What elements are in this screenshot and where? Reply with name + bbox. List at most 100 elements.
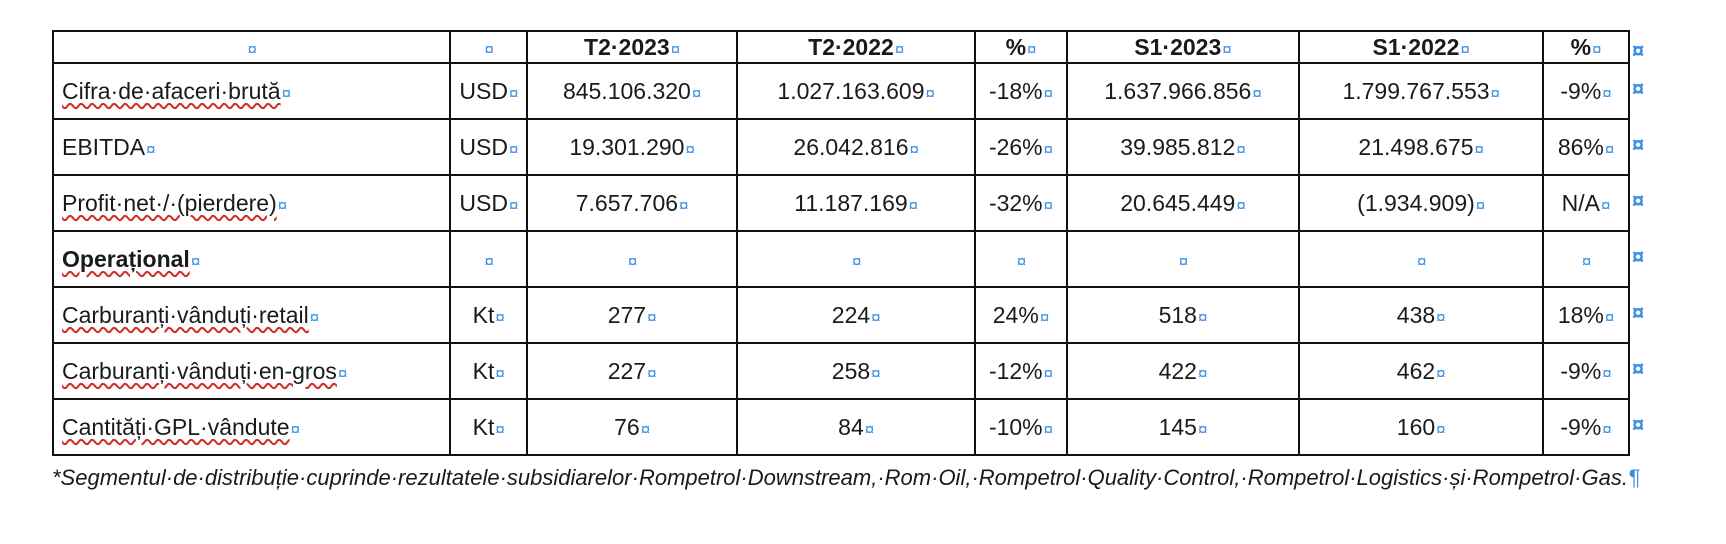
cell-end-mark: ¤ bbox=[670, 39, 681, 59]
cell-text: -12% bbox=[988, 357, 1043, 384]
cell-end-mark: ¤ bbox=[1016, 251, 1027, 271]
cell-s1-2022: 21.498.675¤ bbox=[1298, 118, 1545, 176]
cell-end-mark: ¤ bbox=[190, 251, 201, 271]
cell-end-mark: ¤ bbox=[1490, 83, 1500, 103]
row-end-mark: ¤ bbox=[1632, 300, 1645, 325]
table-row: Cifra·de·afaceri·brută¤ USD¤ 845.106.320¤ 1… bbox=[51, 62, 1630, 120]
cell-s1-2022: 438¤ bbox=[1298, 286, 1545, 344]
header-cell-t2-2023: T2·2023¤ bbox=[526, 30, 739, 64]
cell-t2-2023: 76¤ bbox=[526, 398, 739, 456]
cell-s1-2022: 462¤ bbox=[1298, 342, 1545, 400]
footnote-text: *Segmentul·de·distribuție·cuprinde·rezul… bbox=[52, 465, 1628, 490]
cell-text: 18% bbox=[1557, 301, 1604, 328]
cell-text: 422 bbox=[1158, 357, 1197, 384]
cell-end-mark: ¤ bbox=[851, 251, 862, 271]
cell-end-mark: ¤ bbox=[1222, 39, 1232, 59]
document-page: ¤ ¤ T2·2023¤ T2·2022¤ %¤ S1·2023¤ S1·2022¤ %¤ Ci… bbox=[51, 30, 1692, 493]
cell-end-mark: ¤ bbox=[1027, 39, 1037, 59]
row-end-mark: ¤ bbox=[1632, 38, 1645, 63]
cell-s1-2023: 422¤ bbox=[1065, 342, 1301, 400]
cell-end-mark: ¤ bbox=[627, 251, 638, 271]
cell-end-mark: ¤ bbox=[685, 139, 695, 159]
cell-unit: ¤ bbox=[449, 230, 529, 288]
cell-text: 224 bbox=[831, 301, 871, 328]
cell-pct1: 24%¤ bbox=[974, 286, 1068, 344]
cell-label: Cantități·GPL·vândute¤ bbox=[51, 398, 452, 456]
cell-end-mark: ¤ bbox=[484, 251, 494, 271]
cell-text: EBITDA bbox=[62, 133, 146, 160]
row-end-mark: ¤ bbox=[1632, 76, 1645, 101]
header-cell-pct2: %¤ bbox=[1542, 30, 1630, 64]
cell-pct1: ¤ bbox=[974, 230, 1068, 288]
cell-text: -26% bbox=[988, 133, 1043, 160]
pilcrow-mark: ¶ bbox=[1627, 465, 1640, 490]
cell-end-mark: ¤ bbox=[1460, 39, 1470, 59]
cell-s1-2023: 518¤ bbox=[1065, 286, 1301, 344]
cell-t2-2023: 845.106.320¤ bbox=[526, 62, 739, 120]
cell-end-mark: ¤ bbox=[1436, 419, 1446, 439]
cell-end-mark: ¤ bbox=[1043, 195, 1054, 215]
cell-end-mark: ¤ bbox=[1602, 83, 1612, 103]
cell-end-mark: ¤ bbox=[277, 195, 288, 215]
cell-s1-2023: 39.985.812¤ bbox=[1065, 118, 1301, 176]
cell-end-mark: ¤ bbox=[1236, 139, 1246, 159]
cell-unit: Kt¤ bbox=[449, 398, 529, 456]
cell-end-mark: ¤ bbox=[647, 363, 657, 383]
cell-text: 84 bbox=[838, 413, 864, 440]
cell-end-mark: ¤ bbox=[1416, 251, 1427, 271]
cell-t2-2022: ¤ bbox=[736, 230, 977, 288]
cell-end-mark: ¤ bbox=[909, 139, 919, 159]
cell-end-mark: ¤ bbox=[871, 363, 881, 383]
cell-t2-2022: 258¤ bbox=[736, 342, 977, 400]
cell-text: 21.498.675 bbox=[1358, 133, 1474, 160]
cell-end-mark: ¤ bbox=[894, 39, 905, 59]
cell-end-mark: ¤ bbox=[281, 83, 292, 103]
cell-end-mark: ¤ bbox=[1043, 363, 1054, 383]
cell-end-mark: ¤ bbox=[508, 195, 519, 215]
cell-end-mark: ¤ bbox=[1197, 419, 1208, 439]
cell-end-mark: ¤ bbox=[290, 419, 301, 439]
cell-end-mark: ¤ bbox=[1197, 307, 1208, 327]
cell-end-mark: ¤ bbox=[1043, 139, 1054, 159]
cell-end-mark: ¤ bbox=[337, 363, 348, 383]
cell-end-mark: ¤ bbox=[1178, 251, 1189, 271]
cell-end-mark: ¤ bbox=[640, 419, 651, 439]
cell-end-mark: ¤ bbox=[647, 307, 657, 327]
cell-s1-2023: 1.637.966.856¤ bbox=[1065, 62, 1301, 120]
cell-text: 1.027.163.609 bbox=[777, 77, 925, 104]
cell-s1-2023: ¤ bbox=[1065, 230, 1301, 288]
table-row: Cantități·GPL·vândute¤ Kt¤ 76¤ 84¤ -10%¤ 145¤… bbox=[51, 398, 1630, 456]
cell-text: 277 bbox=[607, 301, 647, 328]
cell-end-mark: ¤ bbox=[1436, 363, 1446, 383]
cell-text: 7.657.706 bbox=[575, 189, 679, 216]
cell-label: Operațional¤ bbox=[51, 230, 452, 288]
table-row: Operațional¤ ¤ ¤ ¤ ¤ ¤ ¤ ¤ bbox=[51, 230, 1630, 288]
cell-pct1: -32%¤ bbox=[974, 174, 1068, 232]
cell-pct2: -9%¤ bbox=[1542, 62, 1630, 120]
cell-text: S1·2023 bbox=[1134, 33, 1222, 60]
cell-text: % bbox=[1570, 33, 1592, 60]
header-cell-s1-2023: S1·2023¤ bbox=[1065, 30, 1301, 64]
cell-text: -18% bbox=[988, 77, 1043, 104]
cell-label: Carburanți·vânduți·en-gros¤ bbox=[51, 342, 452, 400]
cell-text: 1.637.966.856 bbox=[1104, 77, 1252, 104]
cell-text: 438 bbox=[1396, 301, 1436, 328]
row-end-mark: ¤ bbox=[1632, 356, 1645, 381]
cell-end-mark: ¤ bbox=[1604, 307, 1615, 327]
cell-t2-2023: 19.301.290¤ bbox=[526, 118, 739, 176]
cell-text: % bbox=[1005, 33, 1027, 60]
cell-text: Profit·net·/·(pierdere) bbox=[62, 189, 277, 216]
cell-end-mark: ¤ bbox=[1197, 363, 1208, 383]
cell-text: Kt bbox=[472, 301, 495, 328]
row-end-mark: ¤ bbox=[1632, 412, 1645, 437]
cell-text: USD bbox=[459, 77, 508, 104]
cell-end-mark: ¤ bbox=[1604, 139, 1615, 159]
cell-t2-2022: 84¤ bbox=[736, 398, 977, 456]
cell-text: -9% bbox=[1560, 77, 1602, 104]
cell-s1-2023: 145¤ bbox=[1065, 398, 1301, 456]
row-end-mark: ¤ bbox=[1632, 132, 1645, 157]
cell-end-mark: ¤ bbox=[1602, 363, 1612, 383]
cell-text: -10% bbox=[988, 413, 1043, 440]
cell-text: 258 bbox=[831, 357, 871, 384]
row-end-mark: ¤ bbox=[1632, 188, 1645, 213]
